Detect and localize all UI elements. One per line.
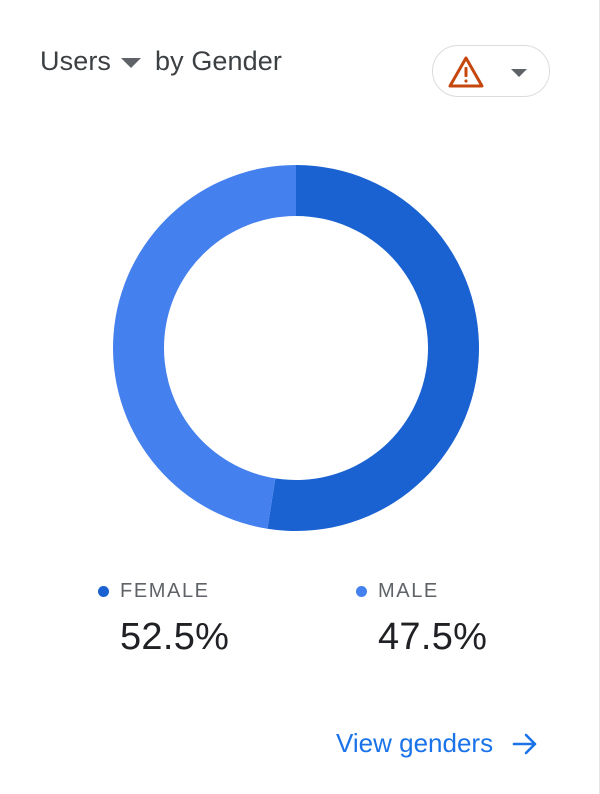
legend-item-male: MALE 47.5% — [356, 578, 487, 659]
legend-value-female: 52.5% — [120, 616, 230, 658]
dimension-label: by Gender — [155, 46, 282, 76]
card-header: Users by Gender — [40, 46, 282, 77]
legend-label-male: MALE — [378, 579, 439, 602]
legend-item-female: FEMALE 52.5% — [98, 578, 229, 659]
chart-legend: FEMALE 52.5% MALE 47.5% — [0, 578, 600, 668]
warning-dropdown-button[interactable] — [432, 45, 550, 97]
view-genders-label: View genders — [336, 728, 494, 758]
metric-label: Users — [40, 46, 112, 76]
donut-slice-male[interactable] — [113, 165, 296, 529]
donut-slice-female[interactable] — [267, 165, 480, 531]
warning-triangle-icon — [448, 56, 484, 88]
legend-value-male: 47.5% — [378, 616, 488, 658]
donut-chart — [113, 165, 480, 531]
chevron-down-icon — [511, 69, 527, 77]
arrow-right-icon — [512, 733, 537, 754]
donut-svg — [113, 165, 480, 531]
legend-dot-male — [356, 585, 367, 597]
legend-dot-female — [98, 585, 109, 597]
caret-down-icon[interactable] — [121, 57, 142, 68]
metric-selector[interactable]: Users — [40, 46, 155, 77]
view-genders-link[interactable]: View genders — [336, 728, 539, 759]
legend-label-female: FEMALE — [120, 579, 210, 602]
